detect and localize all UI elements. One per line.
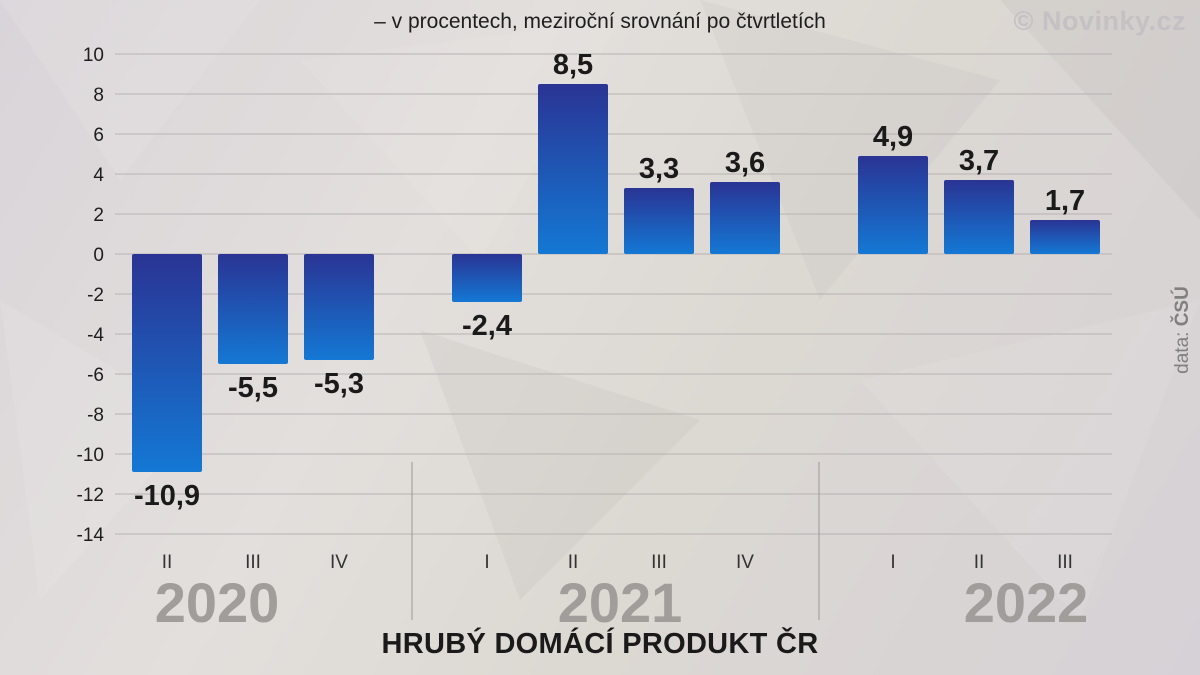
data-label: -5,3: [314, 368, 364, 400]
source-prefix: data:: [1172, 326, 1193, 374]
data-label: -10,9: [134, 480, 200, 512]
y-tick-label: 6: [93, 125, 104, 146]
quarter-label: IV: [736, 552, 754, 573]
y-tick-label: -2: [87, 285, 104, 306]
source-name: ČSÚ: [1172, 286, 1193, 327]
bar: [944, 180, 1014, 254]
y-tick-label: -14: [77, 525, 105, 546]
data-label: 3,6: [725, 147, 765, 179]
year-labels: 2020 2021 2022: [155, 571, 1089, 634]
y-tick-label: -6: [87, 365, 104, 386]
data-label: 8,5: [553, 49, 593, 81]
bar: [452, 254, 522, 302]
y-tick-label: -8: [87, 405, 104, 426]
bar: [132, 254, 202, 472]
x-axis-quarter-labels: II III IV I II III IV I II III: [162, 552, 1073, 573]
data-labels: -10,9 -5,5 -5,3 -2,4 8,5 3,3 3,6 4,9 3,7 1,7: [134, 49, 1085, 512]
data-label: -2,4: [462, 310, 512, 342]
quarter-label: III: [651, 552, 667, 573]
chart-title: HRUBÝ DOMÁCÍ PRODUKT ČR: [381, 628, 819, 660]
data-label: -5,5: [228, 372, 278, 404]
year-label: 2021: [558, 571, 683, 634]
y-tick-label: 8: [93, 85, 104, 106]
year-label: 2020: [155, 571, 280, 634]
y-tick-label: -12: [77, 485, 104, 506]
quarter-label: III: [245, 552, 261, 573]
quarter-label: III: [1057, 552, 1073, 573]
chart-subtitle: – v procentech, meziroční srovnání po čt…: [374, 10, 826, 33]
data-label: 4,9: [873, 121, 913, 153]
y-tick-label: -10: [77, 445, 104, 466]
y-tick-label: 0: [93, 245, 104, 266]
data-label: 3,7: [959, 145, 999, 177]
quarter-label: II: [162, 552, 173, 573]
y-tick-label: 10: [83, 45, 104, 66]
year-label: 2022: [964, 571, 1089, 634]
background-pattern: [0, 0, 1200, 620]
y-tick-label: 4: [93, 165, 104, 186]
bars: [132, 84, 1100, 472]
brand-watermark: © Novinky.cz: [1013, 6, 1186, 36]
y-tick-label: -4: [87, 325, 104, 346]
bar: [1030, 220, 1100, 254]
bar: [858, 156, 928, 254]
y-tick-label: 2: [93, 205, 104, 226]
bar: [624, 188, 694, 254]
y-axis: 10 8 6 4 2 0 -2 -4 -6 -8 -10 -12 -14: [77, 45, 105, 546]
quarter-label: II: [974, 552, 985, 573]
data-label: 1,7: [1045, 185, 1085, 217]
bar: [538, 84, 608, 254]
data-label: 3,3: [639, 153, 679, 185]
bar: [218, 254, 288, 364]
bar: [710, 182, 780, 254]
quarter-label: I: [890, 552, 895, 573]
year-separators: [411, 462, 820, 620]
quarter-label: IV: [330, 552, 348, 573]
quarter-label: I: [484, 552, 489, 573]
quarter-label: II: [568, 552, 579, 573]
bar: [304, 254, 374, 360]
